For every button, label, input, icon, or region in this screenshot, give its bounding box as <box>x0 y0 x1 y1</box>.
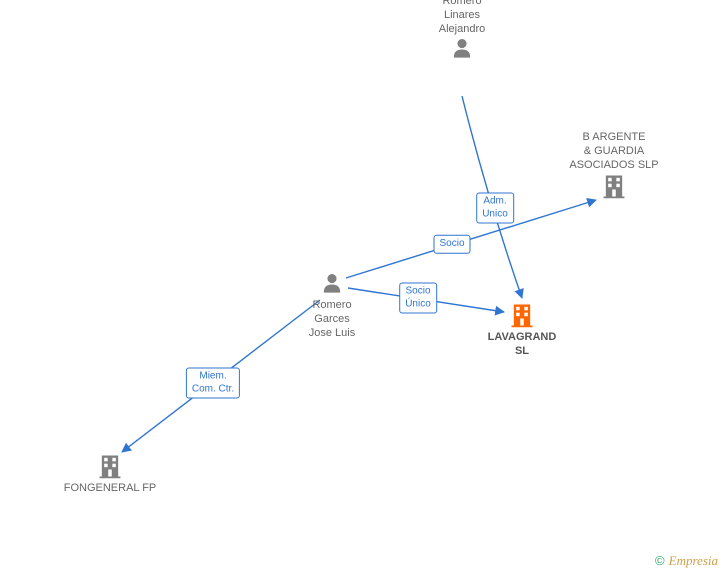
copyright-symbol: © <box>655 553 665 568</box>
building-icon <box>600 172 628 200</box>
node-romero_garces[interactable]: Romero Garces Jose Luis <box>277 271 387 340</box>
node-icon-wrap <box>559 172 669 200</box>
node-fongeneral[interactable]: FONGENERAL FP <box>55 452 165 496</box>
node-romero_linares[interactable]: Romero Linares Alejandro <box>407 0 517 62</box>
node-icon-wrap <box>467 301 577 329</box>
watermark-text: Empresia <box>669 553 718 568</box>
person-icon <box>319 271 345 297</box>
edge-label: Socio <box>433 235 470 254</box>
node-icon-wrap <box>277 271 387 297</box>
edge-label: Miem. Com. Ctr. <box>186 368 240 399</box>
edge-line <box>346 200 596 278</box>
person-icon <box>449 36 475 62</box>
diagram-canvas: { "type": "network", "canvas": { "width"… <box>0 0 728 575</box>
node-icon-wrap <box>407 36 517 62</box>
node-label: FONGENERAL FP <box>55 482 165 496</box>
node-label: LAVAGRAND SL <box>467 331 577 359</box>
node-icon-wrap <box>55 452 165 480</box>
node-label: Romero Linares Alejandro <box>407 0 517 36</box>
node-label: Romero Garces Jose Luis <box>277 299 387 340</box>
building-icon <box>508 301 536 329</box>
node-lavagrand[interactable]: LAVAGRAND SL <box>467 301 577 359</box>
edge-label: Socio Único <box>399 283 437 314</box>
watermark: © Empresia <box>655 553 718 569</box>
edge-label: Adm. Unico <box>476 193 514 224</box>
node-b_argente[interactable]: B ARGENTE & GUARDIA ASOCIADOS SLP <box>559 129 669 200</box>
node-label: B ARGENTE & GUARDIA ASOCIADOS SLP <box>559 131 669 172</box>
building-icon <box>96 452 124 480</box>
